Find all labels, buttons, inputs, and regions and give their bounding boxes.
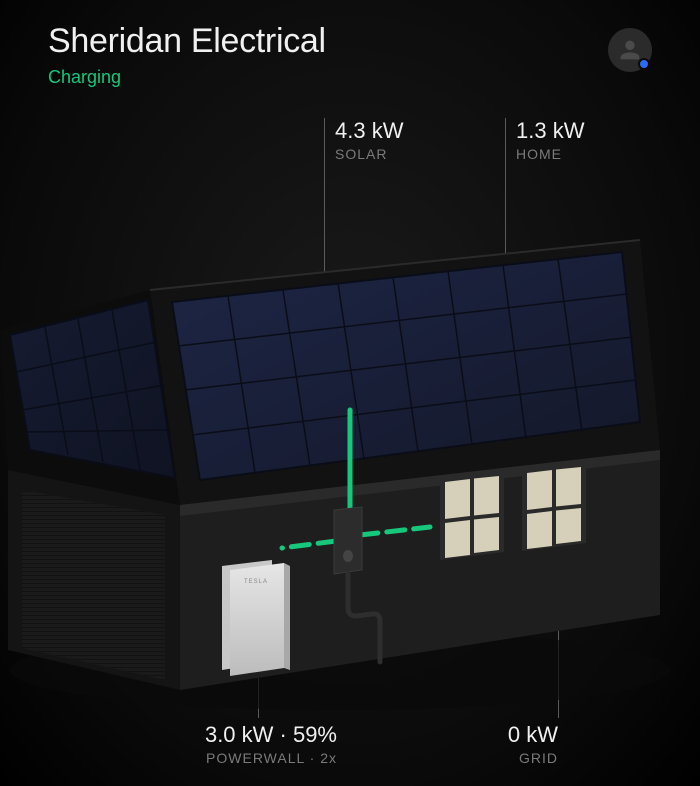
metric-home: 1.3 kW HOME bbox=[516, 118, 584, 162]
grid-label: GRID bbox=[478, 750, 558, 766]
gateway-icon bbox=[334, 507, 362, 574]
home-value: 1.3 kW bbox=[516, 118, 584, 144]
solar-value: 4.3 kW bbox=[335, 118, 403, 144]
metric-grid: 0 kW GRID bbox=[478, 722, 558, 766]
site-title: Sheridan Electrical bbox=[48, 22, 652, 61]
profile-avatar[interactable] bbox=[608, 28, 652, 72]
grid-value: 0 kW bbox=[478, 722, 558, 748]
metric-solar: 4.3 kW SOLAR bbox=[335, 118, 403, 162]
powerwall-label: POWERWALL · 2x bbox=[142, 750, 337, 766]
powerwall-icon: TESLA bbox=[222, 560, 290, 676]
powerwall-value: 3.0 kW · 59% bbox=[142, 722, 337, 748]
status-indicator bbox=[638, 58, 650, 70]
system-status: Charging bbox=[48, 67, 652, 88]
energy-flow-diagram: TESLA bbox=[0, 160, 700, 720]
metric-powerwall: 3.0 kW · 59% POWERWALL · 2x bbox=[142, 722, 337, 766]
svg-text:TESLA: TESLA bbox=[244, 579, 268, 585]
house-illustration: TESLA bbox=[0, 160, 700, 720]
